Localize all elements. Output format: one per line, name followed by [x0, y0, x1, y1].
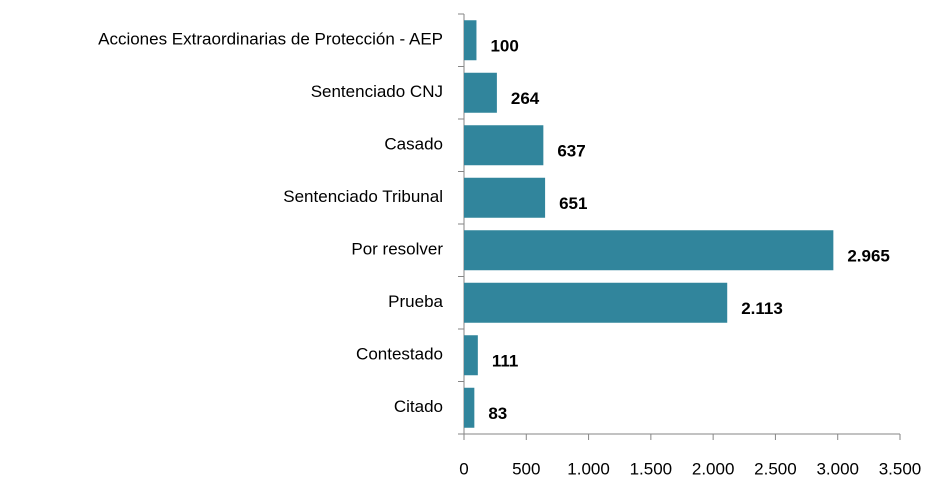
value-label: 83: [488, 404, 507, 423]
x-tick-label: 500: [512, 459, 540, 478]
bar: [464, 230, 834, 271]
category-label: Sentenciado Tribunal: [283, 187, 443, 206]
bar: [464, 335, 478, 376]
value-label: 2.113: [741, 299, 783, 318]
category-label: Sentenciado CNJ: [311, 82, 443, 101]
value-label: 2.965: [847, 247, 890, 266]
category-label: Acciones Extraordinarias de Protección -…: [98, 30, 443, 49]
bar: [464, 387, 475, 428]
value-label: 111: [492, 352, 518, 371]
x-tick-label: 1.000: [567, 459, 610, 478]
x-tick-label: 2.000: [692, 459, 735, 478]
bar: [464, 125, 544, 166]
bar: [464, 20, 477, 61]
x-tick-label: 2.500: [754, 459, 797, 478]
bar: [464, 282, 728, 323]
value-label: 100: [490, 37, 518, 56]
bar: [464, 177, 546, 218]
value-label: 264: [511, 89, 540, 108]
x-tick-label: 3.500: [879, 459, 922, 478]
value-label: 637: [557, 142, 585, 161]
x-tick-label: 1.500: [630, 459, 673, 478]
x-tick-label: 3.000: [816, 459, 859, 478]
category-label: Por resolver: [351, 240, 443, 259]
category-label: Prueba: [388, 292, 443, 311]
x-tick-label: 0: [459, 459, 468, 478]
category-label: Contestado: [356, 345, 443, 364]
bar: [464, 72, 497, 113]
value-label: 651: [559, 194, 587, 213]
category-label: Casado: [384, 135, 443, 154]
category-label: Citado: [394, 397, 443, 416]
